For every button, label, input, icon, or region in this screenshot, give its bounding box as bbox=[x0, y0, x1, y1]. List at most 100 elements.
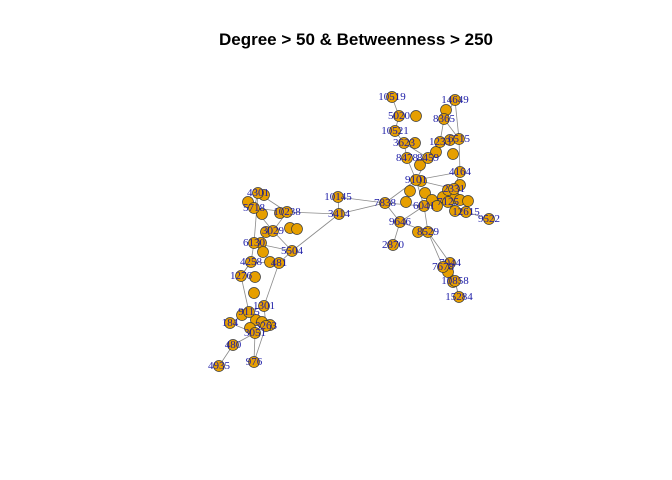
graph-node-12615: 12615 bbox=[452, 206, 480, 218]
node-circle bbox=[418, 200, 430, 212]
node-label: 9101 bbox=[405, 174, 427, 186]
graph-node-9115: 9115 bbox=[238, 306, 260, 318]
graph-node-14649: 14649 bbox=[441, 94, 469, 106]
graph-node-8529: 8529 bbox=[417, 226, 440, 238]
node-label: 6130 bbox=[243, 237, 266, 249]
node-circle bbox=[438, 113, 450, 125]
graph-edge bbox=[338, 202, 386, 215]
node-circle bbox=[248, 356, 260, 368]
graph-node-2331: 2331 bbox=[443, 183, 465, 195]
node-label: 976 bbox=[246, 356, 263, 368]
node-circle bbox=[248, 202, 260, 214]
node-label: 5020 bbox=[388, 110, 411, 122]
graph-node-7838: 7838 bbox=[374, 197, 397, 209]
graph-node bbox=[430, 146, 442, 158]
graph-edge bbox=[427, 231, 444, 268]
node-label: 5718 bbox=[243, 202, 266, 214]
node-label: 12615 bbox=[452, 206, 480, 218]
graph-node-7678: 7678 bbox=[432, 261, 455, 273]
node-circle bbox=[249, 327, 261, 339]
node-label: 3414 bbox=[328, 208, 351, 220]
node-label: 8529 bbox=[417, 226, 440, 238]
node-circle bbox=[460, 206, 472, 218]
graph-edge bbox=[263, 262, 280, 307]
graph-node-10858: 10858 bbox=[441, 275, 469, 287]
graph-node-8459: 8459 bbox=[417, 152, 440, 164]
graph-node-3623: 3623 bbox=[393, 137, 416, 149]
node-circle bbox=[386, 91, 398, 103]
node-label: 1233 bbox=[429, 136, 452, 148]
node-circle bbox=[248, 237, 260, 249]
node-circle bbox=[393, 110, 405, 122]
graph-node-1301: 1301 bbox=[253, 300, 275, 312]
graph-node-2870: 2870 bbox=[382, 239, 405, 251]
node-circle bbox=[483, 213, 495, 225]
node-label: 3029 bbox=[262, 225, 285, 237]
node-label: 10145 bbox=[324, 191, 352, 203]
graph-node bbox=[410, 110, 422, 122]
node-circle bbox=[437, 261, 449, 273]
node-circle bbox=[422, 152, 434, 164]
node-label: 10519 bbox=[378, 91, 406, 103]
node-circle bbox=[379, 197, 391, 209]
graph-node-7125: 7125 bbox=[437, 196, 460, 208]
graph-node-10519: 10519 bbox=[378, 91, 406, 103]
node-label: 10238 bbox=[273, 206, 301, 218]
node-label: 8478 bbox=[396, 152, 419, 164]
node-label: 6515 bbox=[448, 133, 471, 145]
graph-node-10145: 10145 bbox=[324, 191, 352, 203]
graph-node-8478: 8478 bbox=[396, 152, 419, 164]
node-circle bbox=[333, 208, 345, 220]
graph-node-5504: 5504 bbox=[281, 245, 304, 257]
node-circle bbox=[260, 320, 272, 332]
graph-node bbox=[431, 200, 443, 212]
node-label: 481 bbox=[271, 257, 288, 269]
node-label: 1276 bbox=[230, 270, 253, 282]
node-label: 9522 bbox=[478, 213, 500, 225]
graph-edge bbox=[291, 213, 340, 252]
node-circle bbox=[398, 137, 410, 149]
node-circle bbox=[281, 206, 293, 218]
node-label: 15284 bbox=[445, 291, 473, 303]
graph-node-3029: 3029 bbox=[262, 225, 285, 237]
graph-node bbox=[414, 159, 426, 171]
node-label: 1301 bbox=[253, 300, 275, 312]
node-circle bbox=[286, 245, 298, 257]
node-circle bbox=[235, 270, 247, 282]
graph-node-9646: 9646 bbox=[389, 216, 412, 228]
graph-node-6041: 6041 bbox=[413, 200, 435, 212]
graph-node bbox=[404, 185, 416, 197]
graph-node-481: 481 bbox=[271, 257, 288, 269]
graph-node-4301: 4301 bbox=[247, 187, 269, 199]
node-circle bbox=[213, 360, 225, 372]
node-label: 7125 bbox=[437, 196, 460, 208]
graph-node-4935: 4935 bbox=[208, 360, 231, 372]
graph-edge bbox=[253, 325, 267, 363]
node-circle bbox=[243, 306, 255, 318]
graph-node-10521: 10521 bbox=[381, 125, 409, 137]
node-label: 2870 bbox=[382, 239, 405, 251]
graph-node-9522: 9522 bbox=[478, 213, 500, 225]
node-circle bbox=[224, 317, 236, 329]
node-circle bbox=[453, 291, 465, 303]
graph-node-6130: 6130 bbox=[243, 237, 266, 249]
node-label: 3623 bbox=[393, 137, 416, 149]
node-label: 5504 bbox=[281, 245, 304, 257]
node-circle bbox=[448, 183, 460, 195]
node-circle bbox=[227, 339, 239, 351]
node-label: 8459 bbox=[417, 152, 440, 164]
node-label: 2331 bbox=[443, 183, 465, 195]
graph-node-5718: 5718 bbox=[243, 202, 266, 214]
graph-node-3414: 3414 bbox=[328, 208, 351, 220]
graph-node bbox=[462, 195, 474, 207]
node-circle bbox=[434, 136, 446, 148]
graph-node bbox=[400, 196, 412, 208]
graph-node-480: 480 bbox=[225, 339, 242, 351]
node-circle bbox=[394, 216, 406, 228]
graph-node-5020: 5020 bbox=[388, 110, 411, 122]
node-label: 10858 bbox=[441, 275, 469, 287]
node-circle bbox=[449, 94, 461, 106]
graph-node bbox=[248, 287, 260, 299]
